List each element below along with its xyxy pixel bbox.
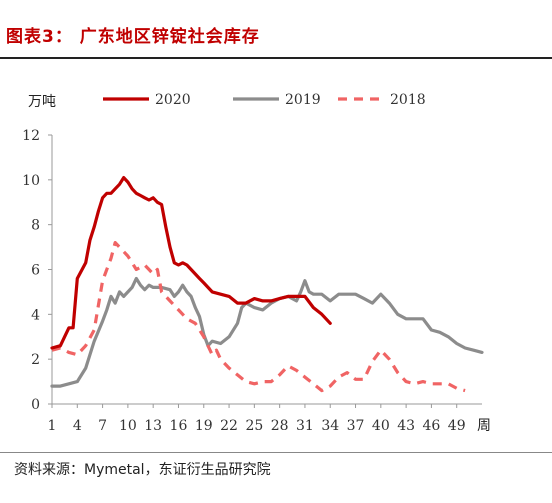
source-note: 资料来源：Mymetal，东证衍生品研究院 [14, 462, 271, 478]
x-tick-label: 49 [448, 418, 466, 434]
y-axis-label: 万吨 [28, 94, 56, 110]
legend: 2020 2019 2018 [103, 92, 426, 108]
x-tick-label: 16 [170, 418, 188, 434]
x-tick-labels: 1 4 7 10 13 16 19 22 25 28 31 34 37 40 43 46 49 [48, 404, 466, 434]
x-tick-label: 40 [372, 418, 390, 434]
x-tick-label: 37 [347, 418, 365, 434]
legend-label-2019: 2019 [285, 92, 321, 108]
x-tick-label: 19 [195, 418, 213, 434]
x-tick-label: 34 [321, 418, 339, 434]
x-tick-label: 4 [73, 418, 82, 434]
x-tick-label: 22 [220, 418, 238, 434]
y-tick-label: 4 [31, 307, 40, 323]
y-tick-label: 10 [22, 173, 40, 189]
y-tick-labels: 0 2 4 6 8 10 12 [22, 128, 52, 413]
y-tick-label: 6 [31, 263, 40, 279]
series-line-2019 [50, 276, 484, 388]
x-tick-label: 31 [296, 418, 314, 434]
x-tick-label: 46 [422, 418, 440, 434]
source-divider [0, 452, 552, 453]
x-tick-label: 25 [245, 418, 263, 434]
x-axis-label: 周 [477, 418, 491, 434]
x-tick-label: 28 [271, 418, 289, 434]
y-tick-label: 0 [31, 397, 40, 413]
title-divider [0, 57, 552, 59]
series-lines [50, 176, 484, 393]
y-tick-label: 12 [22, 128, 40, 144]
x-tick-label: 7 [98, 418, 107, 434]
figure-title: 图表3： 广东地区锌锭社会库存 [6, 27, 260, 47]
series-line-2018 [51, 241, 466, 393]
x-tick-label: 1 [48, 418, 57, 434]
x-tick-label: 43 [397, 418, 415, 434]
x-tick-label: 13 [144, 418, 162, 434]
y-tick-label: 8 [31, 218, 40, 234]
series-line-2020 [50, 176, 332, 350]
legend-label-2020: 2020 [155, 92, 191, 108]
legend-label-2018: 2018 [390, 92, 426, 108]
x-tick-label: 10 [119, 418, 137, 434]
y-tick-label: 2 [31, 352, 40, 368]
